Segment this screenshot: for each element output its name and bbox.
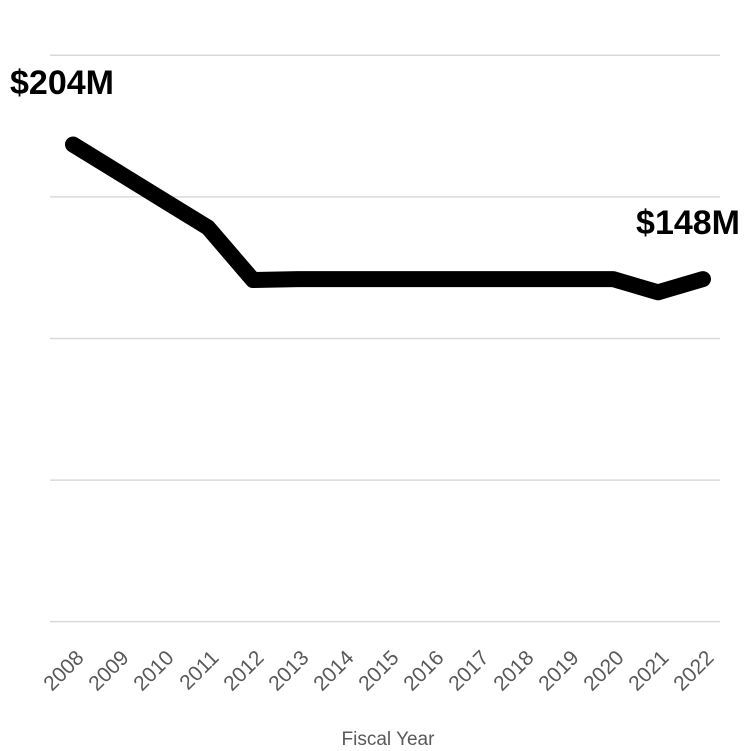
x-tick-label-2019: 2019 bbox=[534, 646, 583, 695]
x-tick-label-2008: 2008 bbox=[39, 646, 88, 695]
x-tick-label-2020: 2020 bbox=[579, 646, 628, 695]
x-tick-label-2018: 2018 bbox=[489, 646, 538, 695]
x-tick-label-2009: 2009 bbox=[84, 646, 133, 695]
x-tick-label-2011: 2011 bbox=[175, 646, 223, 694]
x-tick-label-2022: 2022 bbox=[669, 646, 718, 695]
x-tick-label-2015: 2015 bbox=[354, 646, 403, 695]
x-tick-label-2010: 2010 bbox=[129, 646, 178, 695]
x-axis-ticks: 2008200920102011201220132014201520162017… bbox=[39, 646, 718, 696]
x-tick-label-2012: 2012 bbox=[219, 646, 268, 695]
data-label-2008: $204M bbox=[10, 64, 114, 102]
series-layer bbox=[65, 136, 711, 301]
data-labels: $204M $148M bbox=[10, 64, 740, 242]
data-label-2022: $148M bbox=[636, 204, 740, 242]
x-tick-label-2014: 2014 bbox=[309, 646, 359, 696]
x-tick-label-2017: 2017 bbox=[444, 646, 493, 695]
series-line-0 bbox=[65, 136, 711, 301]
x-tick-label-2016: 2016 bbox=[399, 646, 448, 695]
gridlines bbox=[50, 54, 720, 623]
x-tick-label-2021: 2021 bbox=[624, 646, 673, 695]
x-tick-label-2013: 2013 bbox=[264, 646, 313, 695]
x-axis-title: Fiscal Year bbox=[342, 729, 436, 750]
